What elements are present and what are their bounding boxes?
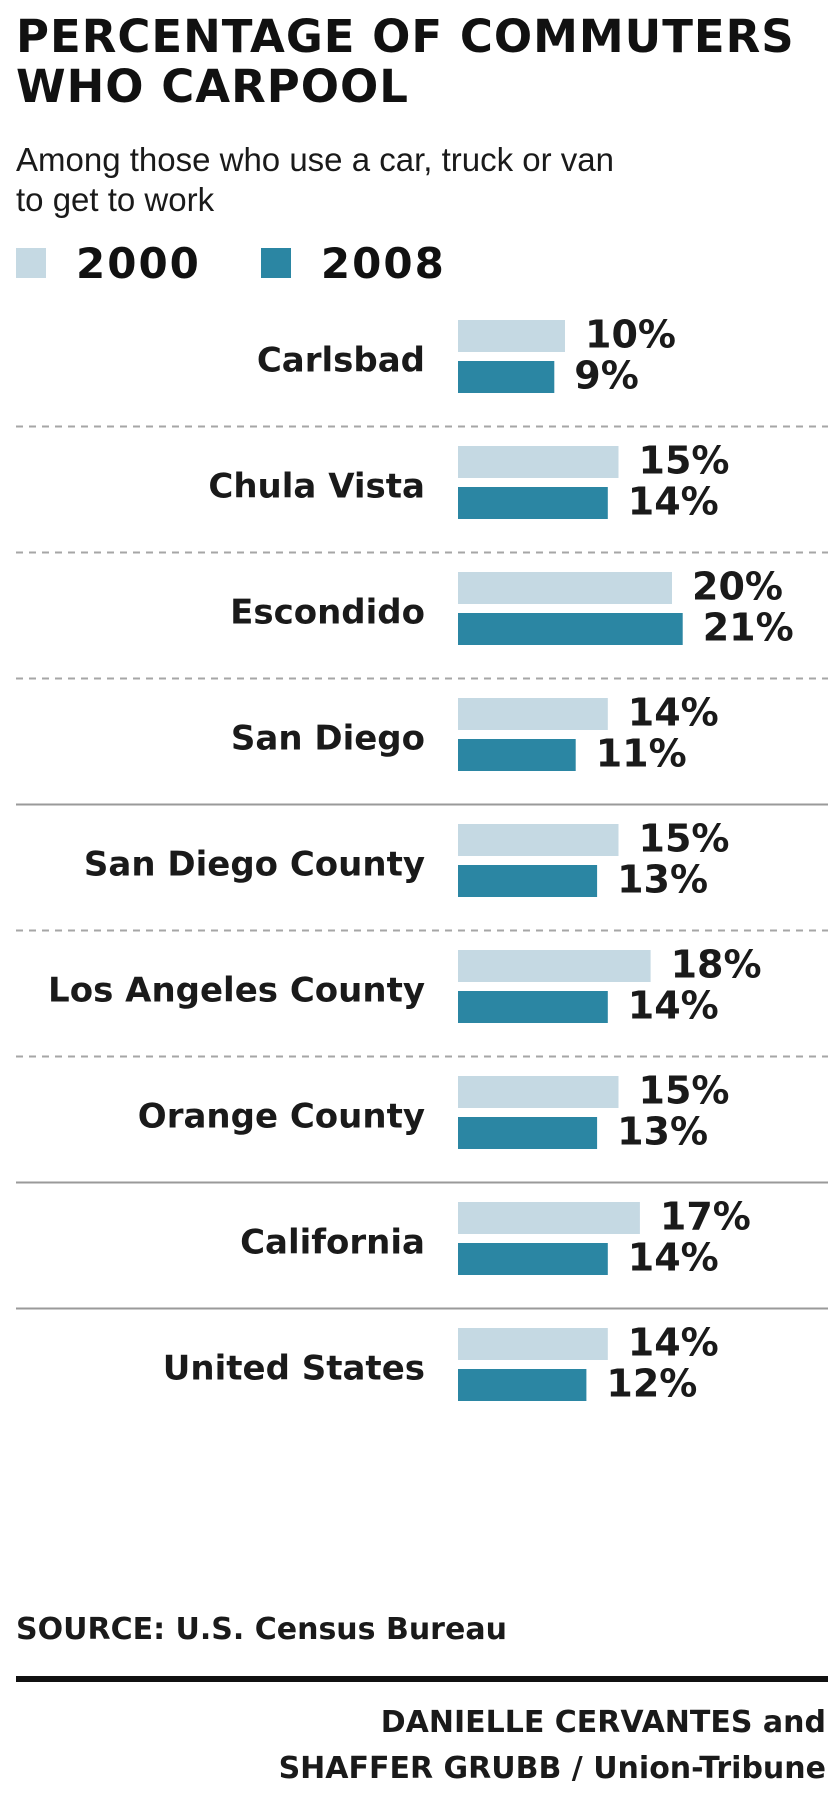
bar-group: San Diego County 15%13% [84,817,730,902]
value-label-2000: 20% [692,565,783,609]
category-label: San Diego County [84,845,425,885]
bar-group: United States 14%12% [163,1321,719,1406]
bar-2008 [458,1369,587,1401]
source-note: SOURCE: U.S. Census Bureau [16,1612,507,1647]
value-label-2008: 14% [628,984,719,1028]
bar-2008 [458,487,608,519]
bar-2008 [458,739,576,771]
bar-2000 [458,446,619,478]
legend-item-2000: 2000 [16,239,201,288]
category-label: Escondido [230,593,425,633]
legend-label-2000: 2000 [76,238,201,288]
value-label-2000: 15% [639,1069,730,1113]
bar-2008 [458,865,598,897]
value-label-2008: 13% [617,858,708,902]
bar-2000 [458,824,619,856]
bar-group: Los Angeles County 18%14% [48,943,762,1028]
value-label-2000: 14% [628,691,719,735]
chart-subtitle-line2: to get to work [16,181,215,218]
chart-title: PERCENTAGE OF COMMUTERS WHO CARPOOL [16,12,826,112]
value-label-2000: 15% [639,439,730,483]
legend-swatch-2000 [16,248,46,278]
category-label: Los Angeles County [48,971,425,1011]
bar-2000 [458,1202,640,1234]
value-label-2008: 14% [628,480,719,524]
credit-line1: DANIELLE CERVANTES and [380,1705,826,1740]
category-label: United States [163,1349,425,1389]
category-label: Chula Vista [208,467,425,507]
legend-item-2008: 2008 [260,238,446,288]
value-label-2008: 11% [596,732,687,776]
category-label: Carlsbad [257,341,425,381]
value-label-2000: 14% [628,1321,719,1365]
legend-label-2008: 2008 [320,238,446,288]
value-label-2008: 9% [574,354,639,398]
bar-2000 [458,1328,608,1360]
bar-2000 [458,1076,619,1108]
value-label-2000: 17% [660,1195,751,1239]
value-label-2000: 15% [639,817,730,861]
bar-group: Chula Vista 15%14% [208,439,729,524]
value-label-2008: 12% [606,1362,697,1406]
bar-2008 [458,361,555,393]
credit: DANIELLE CERVANTES and SHAFFER GRUBB / U… [279,1700,826,1792]
bar-2008 [458,991,608,1023]
bar-2008 [458,1243,608,1275]
value-label-2008: 13% [617,1110,708,1154]
category-label: California [240,1223,425,1263]
bar-group: San Diego 14%11% [231,691,719,776]
bar-group: Escondido 20%21% [230,565,794,650]
bar-2000 [458,572,672,604]
credit-line2: SHAFFER GRUBB / Union-Tribune [278,1751,826,1786]
bar-group: Orange County 15%13% [138,1069,730,1154]
value-label-2000: 10% [585,313,676,357]
bar-group: Carlsbad 10%9% [257,313,676,398]
bar-2000 [458,320,565,352]
chart-title-line2: WHO CARPOOL [16,60,409,113]
bar-group: California 17%14% [240,1195,751,1280]
bar-2008 [458,1117,598,1149]
category-label: Orange County [138,1097,425,1137]
category-label: San Diego [231,719,425,759]
bar-2008 [458,613,683,645]
chart-title-line1: PERCENTAGE OF COMMUTERS [16,10,795,63]
chart-subtitle: Among those who use a car, truck or van … [16,140,816,220]
bar-2000 [458,698,608,730]
legend-swatch-2008 [260,248,291,278]
value-label-2008: 14% [628,1236,719,1280]
chart-subtitle-line1: Among those who use a car, truck or van [16,141,614,178]
value-label-2000: 18% [671,943,762,987]
chart-legend: 2000 2008 [16,238,506,288]
footer-rule [16,1676,828,1682]
bar-2000 [458,950,651,982]
value-label-2008: 21% [703,606,794,650]
